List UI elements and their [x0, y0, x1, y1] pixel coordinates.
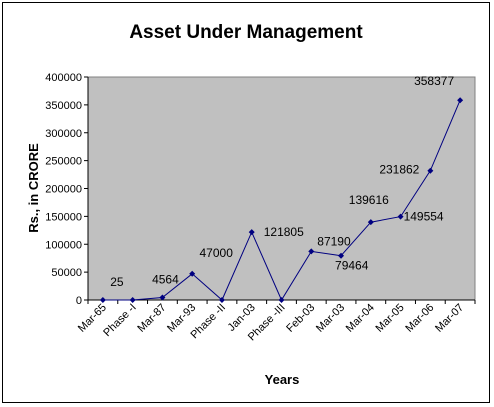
series-line: [99, 97, 464, 303]
x-axis-title: Years: [265, 372, 300, 387]
chart-title: Asset Under Management: [129, 22, 363, 43]
y-tick-label: 200000: [45, 184, 82, 196]
x-tick-label: Mar-03: [314, 302, 347, 335]
data-label: 47000: [200, 246, 234, 260]
data-labels: 25 4564 47000 121805 87190 79464 139616 149554 2…: [110, 74, 454, 289]
data-point-marker: [278, 297, 285, 303]
y-tick-label: 400000: [45, 72, 82, 84]
x-tick-label: Mar-07: [433, 302, 466, 335]
x-tick-label: Feb-03: [284, 302, 317, 335]
data-label: 25: [110, 275, 124, 289]
data-point-marker: [218, 297, 225, 303]
data-label: 231862: [379, 163, 419, 177]
x-tick-label: Mar-05: [374, 302, 407, 335]
data-point-marker: [129, 297, 136, 303]
data-point-marker: [367, 219, 374, 226]
data-label: 4564: [152, 272, 179, 286]
y-axis: 0 50000 100000 150000 200000 250000 300000 3500…: [45, 72, 89, 307]
data-point-marker: [189, 270, 196, 277]
plot-area: [87, 76, 476, 301]
y-tick-label: 50000: [51, 267, 82, 279]
y-tick-label: 350000: [45, 100, 82, 112]
data-point-marker: [427, 167, 434, 174]
y-axis-title: Rs., in CRORE: [26, 143, 41, 233]
data-label: 79464: [335, 259, 369, 273]
x-tick-label: Phase -I: [101, 302, 138, 339]
data-label: 149554: [404, 210, 444, 224]
data-point-marker: [99, 296, 106, 303]
data-label: 139616: [349, 193, 389, 207]
data-point-marker: [338, 252, 345, 259]
data-point-marker: [397, 213, 404, 220]
data-point-marker: [308, 248, 315, 255]
y-tick-label: 0: [76, 295, 82, 307]
x-tick-label: Mar-06: [403, 302, 436, 335]
y-tick-label: 150000: [45, 211, 82, 223]
y-tick-label: 300000: [45, 128, 82, 140]
data-label: 358377: [414, 74, 454, 88]
y-tick-label: 100000: [45, 239, 82, 251]
data-point-marker: [159, 294, 166, 301]
data-label: 87190: [317, 234, 351, 248]
data-label: 121805: [264, 225, 304, 239]
x-tick-label: Mar-87: [135, 302, 168, 335]
data-point-marker: [457, 97, 464, 104]
x-tick-label: Mar-04: [344, 302, 377, 335]
data-point-marker: [248, 229, 255, 236]
y-tick-label: 250000: [45, 156, 82, 168]
